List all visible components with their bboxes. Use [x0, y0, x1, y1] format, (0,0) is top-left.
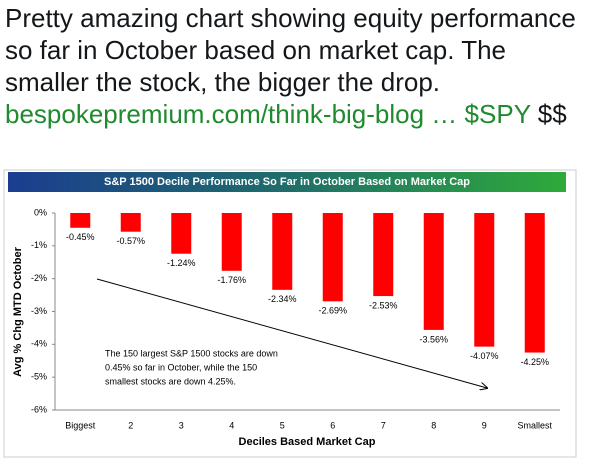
y-tick-label: -1% [31, 240, 47, 250]
data-label: -2.53% [369, 300, 398, 310]
x-tick-label: 4 [229, 420, 234, 430]
cashtag[interactable]: $SPY [464, 99, 531, 129]
x-tick-label: 3 [179, 420, 184, 430]
x-axis-title: Deciles Based Market Cap [239, 436, 376, 448]
y-tick-label: -2% [31, 273, 47, 283]
bar [221, 213, 242, 271]
data-label: -1.76% [217, 275, 246, 285]
data-label: -2.69% [318, 306, 347, 316]
data-label: -0.57% [116, 236, 145, 246]
x-tick-label: 9 [482, 420, 487, 430]
y-axis-title: Avg % Chg MTD October [12, 246, 24, 376]
y-tick-label: 0% [34, 207, 47, 217]
y-tick-label: -4% [31, 339, 47, 349]
title-bar [8, 172, 566, 192]
x-tick-label: 6 [330, 420, 335, 430]
x-tick-label: 5 [280, 420, 285, 430]
tweet-text-part: $$ [530, 99, 567, 129]
data-label: -3.56% [419, 334, 448, 344]
trend-arrow [96, 278, 487, 388]
x-tick-label: 7 [381, 420, 386, 430]
bar [120, 213, 141, 232]
bar [322, 213, 343, 302]
tweet-text-part: Pretty amazing chart showing equity perf… [5, 3, 576, 97]
bar [272, 213, 293, 290]
annotation-line: 0.45% so far in October, while the 150 [105, 362, 257, 372]
tweet-text: Pretty amazing chart showing equity perf… [5, 2, 590, 130]
bar [70, 213, 91, 228]
annotation-line: smallest stocks are down 4.25%. [105, 376, 236, 386]
data-label: -1.24% [167, 258, 196, 268]
tweet-link[interactable]: bespokepremium.com/think-big-blog … [5, 99, 458, 129]
data-label: -4.07% [470, 351, 499, 361]
x-tick-label: Smallest [517, 420, 552, 430]
data-label: -0.45% [66, 232, 95, 242]
chart-title: S&P 1500 Decile Performance So Far in Oc… [104, 176, 470, 188]
y-tick-label: -5% [31, 372, 47, 382]
x-tick-label: 2 [128, 420, 133, 430]
bar [524, 213, 545, 353]
bar [423, 213, 444, 330]
y-tick-label: -6% [31, 404, 47, 414]
x-tick-label: 8 [431, 420, 436, 430]
bar [171, 213, 192, 254]
y-tick-label: -3% [31, 306, 47, 316]
data-label: -4.25% [520, 357, 549, 367]
data-label: -2.34% [268, 294, 297, 304]
annotation-line: The 150 largest S&P 1500 stocks are down [105, 348, 278, 358]
x-tick-label: Biggest [65, 420, 96, 430]
bar [373, 213, 394, 297]
bar [474, 213, 495, 347]
